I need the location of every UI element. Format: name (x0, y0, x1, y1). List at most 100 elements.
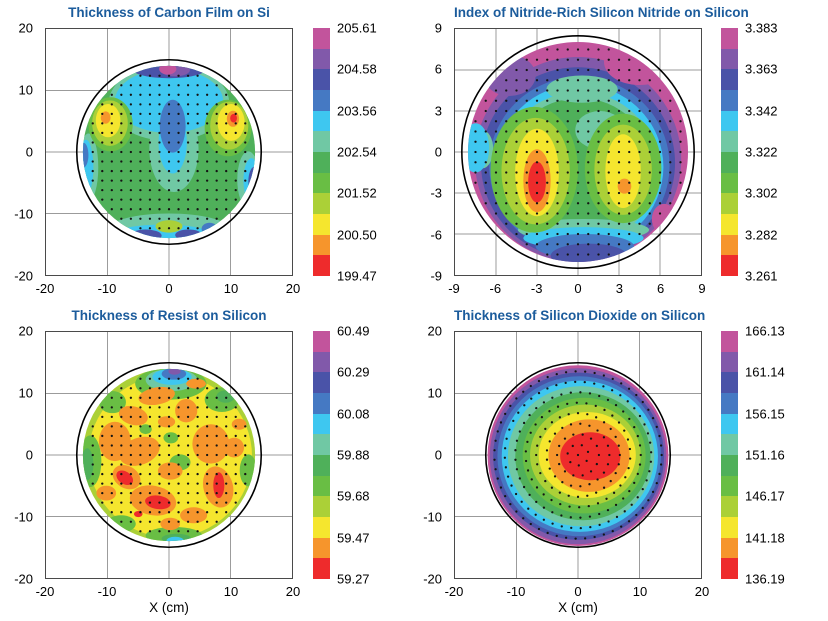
panel-resist: Thickness of Resist on Silicon -20 -10 0 10… (0, 303, 414, 621)
x-axis-label: X (cm) (149, 600, 189, 615)
panel-silicon-dioxide: Thickness of Silicon Dioxide on Silicon … (414, 303, 828, 621)
colorbar-tick-label: 3.261 (745, 268, 778, 284)
y-tick-label: 0 (25, 447, 33, 463)
y-tick-label: 20 (18, 20, 33, 36)
colorbar-tick-label: 201.52 (337, 185, 377, 201)
y-tick-label: 0 (434, 144, 442, 160)
colorbar-segment (721, 28, 738, 49)
colorbar-tick-label: 3.302 (745, 185, 778, 201)
colorbar-tick-label: 141.18 (745, 530, 785, 546)
x-tick-label: 10 (223, 584, 239, 599)
x-tick-label: -3 (530, 281, 543, 296)
x-tick-label: 10 (632, 584, 648, 599)
y-tick-label: -20 (423, 571, 442, 587)
y-tick-label: -6 (430, 227, 442, 243)
colorbar-tick-label: 3.282 (745, 227, 778, 243)
colorbar-segment (721, 48, 738, 70)
colorbar-tick-label: 60.29 (337, 364, 370, 380)
colorbar-segment (313, 152, 330, 173)
panel-carbon-film: Thickness of Carbon Film on Si -20 -10 0 10… (0, 0, 414, 318)
x-tick-label: 20 (285, 584, 301, 599)
colorbar-tick-label: 60.49 (337, 323, 370, 339)
x-tick-label: 0 (574, 281, 582, 296)
panel-title: Thickness of Silicon Dioxide on Silicon (454, 308, 706, 323)
colorbar-tick-label: 156.15 (745, 406, 785, 422)
y-axis-ticks: -20 -10 0 10 20 (409, 324, 449, 587)
wafer-contour-svg (46, 29, 292, 275)
colorbar-segment (313, 69, 330, 91)
colorbar-segment (721, 214, 738, 235)
x-tick-label: -6 (489, 281, 502, 296)
colorbar-tick-label: 3.342 (745, 103, 778, 119)
colorbar-segment (721, 434, 738, 456)
colorbar-segment (313, 558, 330, 580)
colorbar-tick-label: 59.47 (337, 530, 370, 546)
colorbar-segment (313, 172, 330, 194)
colorbar-tick-label: 59.27 (337, 571, 370, 587)
x-tick-label: -10 (97, 584, 117, 599)
y-tick-label: 10 (427, 385, 442, 401)
colorbar-tick-label: 136.19 (745, 571, 785, 587)
colorbar-labels: 60.49 60.29 60.08 59.88 59.68 59.47 59.27 (337, 324, 399, 587)
wafer-contour-svg (46, 332, 292, 578)
x-tick-label: 0 (165, 584, 173, 599)
colorbar-segment (721, 393, 738, 414)
colorbar-segment (721, 193, 738, 215)
plot-area (454, 331, 702, 579)
x-tick-label: -10 (97, 281, 117, 296)
colorbar-segment (721, 255, 738, 277)
colorbar-segment (313, 413, 330, 435)
colorbar-tick-label: 60.08 (337, 406, 370, 422)
y-axis-ticks: -20 -10 0 10 20 (0, 324, 40, 587)
panel-title: Thickness of Carbon Film on Si (68, 5, 270, 20)
colorbar-segment (313, 537, 330, 559)
colorbar-segment (721, 413, 738, 435)
colorbar-tick-label: 199.47 (337, 268, 377, 284)
plot-area (45, 331, 293, 579)
colorbar-segment (313, 331, 330, 352)
colorbar-segment (313, 393, 330, 414)
y-tick-label: 3 (434, 103, 442, 119)
colorbar-tick-label: 205.61 (337, 20, 377, 36)
colorbar-tick-label: 3.363 (745, 61, 778, 77)
y-tick-label: -3 (430, 185, 442, 201)
colorbar-segment (721, 496, 738, 518)
colorbar-segment (313, 214, 330, 235)
y-tick-label: 0 (434, 447, 442, 463)
colorbar-tick-label: 200.50 (337, 227, 377, 243)
y-axis-ticks: -20 -10 0 10 20 (0, 21, 40, 284)
x-axis-ticks: -9 -6 -3 0 3 6 9 (448, 281, 705, 297)
y-tick-label: 0 (25, 144, 33, 160)
x-tick-label: 0 (574, 584, 582, 599)
wafer-contour-svg (455, 29, 701, 275)
wafer-contour-svg (455, 332, 701, 578)
colorbar-segment (313, 48, 330, 70)
y-tick-label: -10 (14, 509, 33, 525)
colorbar (313, 331, 330, 580)
colorbar-tick-label: 161.14 (745, 364, 785, 380)
y-tick-label: -20 (14, 268, 33, 284)
colorbar-tick-label: 204.58 (337, 61, 377, 77)
colorbar-segment (313, 455, 330, 476)
y-tick-label: 10 (18, 82, 33, 98)
colorbar-tick-label: 151.16 (745, 447, 785, 463)
colorbar-segment (721, 331, 738, 352)
panel-title: Thickness of Resist on Silicon (71, 308, 267, 323)
plot-area (45, 28, 293, 276)
colorbar (721, 28, 738, 277)
colorbar-tick-label: 3.383 (745, 20, 778, 36)
y-tick-label: 20 (18, 323, 33, 339)
colorbar-segment (313, 131, 330, 153)
colorbar-segment (721, 372, 738, 394)
y-tick-label: 9 (434, 20, 442, 36)
colorbar-segment (721, 234, 738, 256)
x-tick-label: 20 (285, 281, 301, 296)
colorbar-segment (721, 172, 738, 194)
colorbar-tick-label: 166.13 (745, 323, 785, 339)
colorbar-segment (313, 475, 330, 497)
colorbar-segment (313, 193, 330, 215)
colorbar-segment (721, 110, 738, 132)
y-tick-label: -10 (423, 509, 442, 525)
colorbar-segment (313, 372, 330, 394)
colorbar-segment (721, 131, 738, 153)
